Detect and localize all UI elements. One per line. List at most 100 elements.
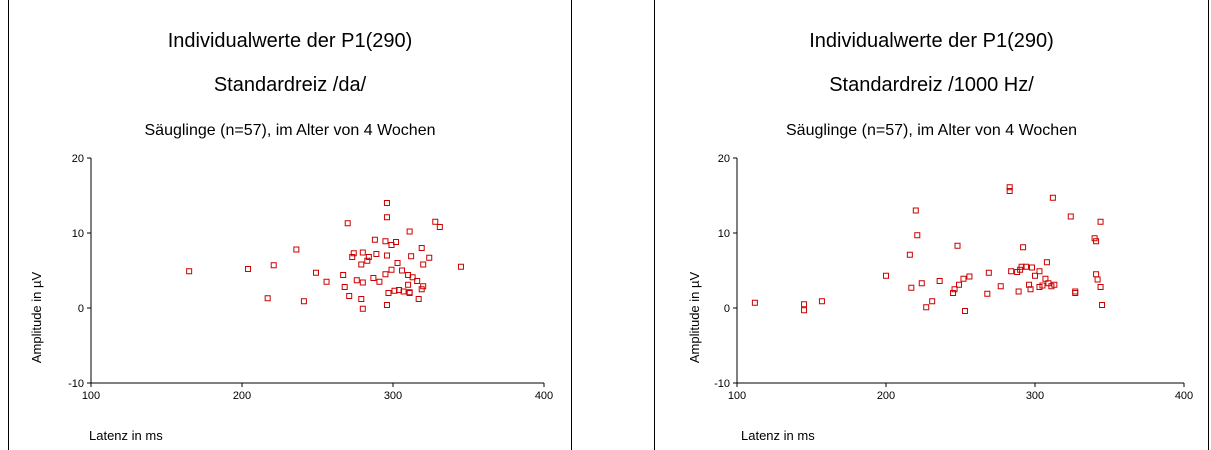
data-point: [950, 290, 957, 296]
data-point: [1020, 244, 1027, 251]
x-axis-label: Latenz in ms: [89, 428, 163, 443]
data-point: [341, 284, 348, 290]
data-point: [293, 246, 300, 253]
data-point: [912, 207, 919, 214]
data-point: [1023, 263, 1030, 270]
data-point: [961, 308, 968, 314]
data-point: [394, 260, 401, 266]
data-point: [370, 275, 377, 281]
data-point: [312, 269, 319, 276]
x-tick-label: 200: [233, 390, 251, 402]
data-point: [906, 251, 913, 258]
data-point: [383, 214, 390, 221]
data-point: [1029, 264, 1036, 271]
y-axis-label: Amplitude in µV: [687, 271, 703, 364]
data-point: [383, 302, 390, 308]
data-point: [405, 281, 412, 288]
data-point: [966, 273, 973, 280]
data-point: [1018, 263, 1025, 270]
data-point: [1043, 259, 1050, 266]
y-tick-label: 10: [718, 228, 730, 240]
chart-subtitle-2: Säuglinge (n=57), im Alter von 4 Wochen: [144, 122, 436, 139]
chart-subtitle: Standardreiz /da/: [213, 74, 367, 96]
x-tick-label: 300: [1026, 390, 1044, 402]
data-point: [406, 228, 413, 235]
data-point: [1097, 218, 1104, 225]
data-point: [383, 200, 390, 206]
data-point: [1006, 184, 1013, 191]
data-point: [1049, 194, 1056, 201]
y-tick-label: -10: [68, 378, 84, 390]
data-point: [1032, 272, 1038, 279]
data-point: [929, 298, 936, 305]
data-point: [186, 268, 193, 275]
data-point: [350, 250, 357, 257]
data-point: [1051, 281, 1058, 288]
data-point: [818, 298, 825, 305]
data-point: [323, 278, 330, 285]
y-tick-label: 0: [78, 303, 84, 315]
y-tick-label: 20: [718, 153, 730, 165]
data-point: [399, 267, 406, 274]
y-axis-label: Amplitude in µV: [29, 271, 45, 364]
chart-title: Individualwerte der P1(290): [167, 30, 413, 52]
data-point: [359, 305, 366, 312]
data-point: [359, 249, 366, 256]
x-tick-label: 300: [384, 390, 402, 402]
data-point: [344, 220, 351, 227]
data-point: [414, 278, 421, 284]
x-tick-label: 100: [728, 390, 746, 402]
data-point: [436, 224, 443, 230]
data-point: [1094, 276, 1101, 283]
y-tick-label: 10: [72, 228, 84, 240]
data-point: [420, 283, 427, 290]
data-point: [358, 296, 365, 302]
data-point: [801, 307, 808, 314]
data-point: [300, 298, 307, 305]
chart-subtitle-2: Säuglinge (n=57), im Alter von 4 Wochen: [786, 122, 1077, 139]
data-point: [270, 262, 277, 269]
y-tick-label: 0: [724, 303, 730, 315]
data-point: [373, 251, 380, 257]
data-point: [1027, 286, 1034, 293]
scatter-plot-da: -10 0 10 20 100 200 300 400: [68, 153, 553, 402]
data-point: [1036, 268, 1043, 275]
data-point: [954, 242, 961, 249]
data-point: [956, 281, 963, 288]
data-point: [371, 236, 378, 243]
data-point: [359, 279, 366, 286]
data-point: [406, 290, 413, 296]
data-point: [415, 296, 422, 302]
data-point: [1067, 213, 1074, 220]
x-tick-label: 400: [1175, 390, 1193, 402]
data-point: [358, 261, 365, 268]
data-point: [914, 232, 921, 239]
x-tick-label: 100: [82, 390, 100, 402]
x-axis-label: Latenz in ms: [741, 428, 815, 443]
data-point: [1072, 290, 1079, 296]
data-point: [400, 288, 407, 295]
scatter-plot-1000hz: -10 0 10 20 100 200 300 400: [714, 153, 1193, 402]
data-point: [1097, 284, 1104, 290]
data-point: [997, 283, 1004, 290]
data-point: [936, 278, 943, 284]
data-point: [960, 275, 967, 282]
data-point: [984, 290, 991, 297]
data-point: [951, 286, 958, 293]
data-point: [426, 254, 433, 261]
chart-subtitle: Standardreiz /1000 Hz/: [829, 74, 1034, 96]
data-point: [349, 254, 356, 260]
data-point: [1072, 288, 1079, 295]
data-point: [801, 301, 808, 308]
data-point: [420, 261, 427, 268]
data-point: [264, 295, 271, 302]
data-point: [393, 239, 400, 245]
data-point: [908, 284, 915, 291]
data-point: [432, 218, 439, 225]
data-point: [1008, 268, 1015, 275]
data-point: [457, 263, 464, 270]
data-point: [376, 278, 383, 285]
data-point: [245, 266, 252, 272]
chart-title: Individualwerte der P1(290): [809, 30, 1054, 52]
data-point: [751, 299, 758, 306]
